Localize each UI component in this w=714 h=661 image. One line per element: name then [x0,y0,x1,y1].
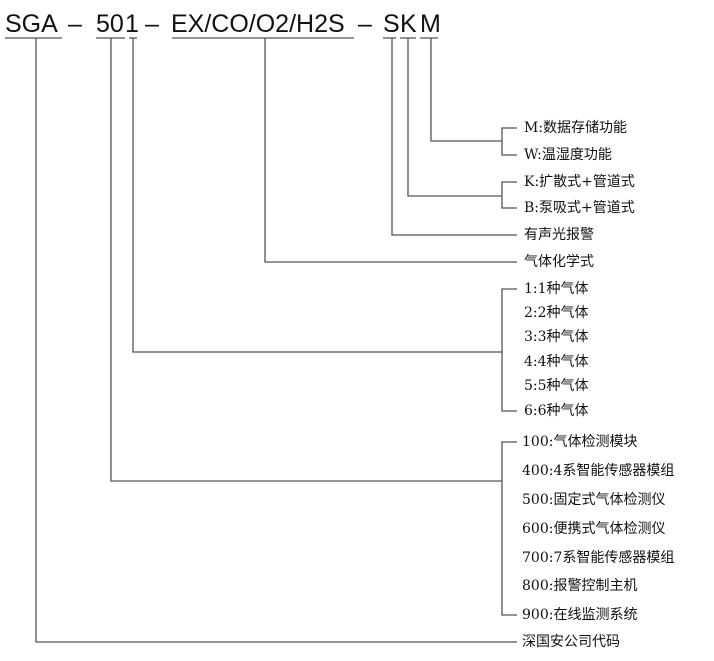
code-function: M [420,10,441,38]
connectors [35,38,517,643]
label-series-500: 500:固定式气体检测仪 [522,492,665,508]
label-sampling-b: B:泵吸式+管道式 [524,200,635,216]
code-sampling: K [400,10,417,38]
code-dash-3: – [358,10,372,38]
label-company: 深国安公司代码 [522,634,620,650]
label-alarm: 有声光报警 [524,227,594,243]
code-formula: EX/CO/O2/H2S [171,10,345,38]
label-gas-5: 5:5种气体 [524,378,589,394]
label-series-700: 700:7系智能传感器模组 [522,549,674,566]
label-series-600: 600:便携式气体检测仪 [522,521,665,537]
label-series-100: 100:气体检测模块 [522,434,637,450]
code-sga: SGA [5,10,58,38]
label-series-900: 900:在线监测系统 [522,607,637,623]
code-dash-2: – [145,10,159,38]
label-gas-2: 2:2种气体 [524,305,589,321]
code-series: 50 [96,10,124,38]
label-gas-3: 3:3种气体 [524,329,589,345]
label-sampling-k: K:扩散式+管道式 [524,174,635,190]
code-dash-1: – [68,10,82,38]
code-gas-count: 1 [125,10,139,38]
label-function-m: M:数据存储功能 [524,120,627,136]
label-gas-1: 1:1种气体 [524,281,589,297]
label-gas-6: 6:6种气体 [524,403,589,419]
label-gas-4: 4:4种气体 [524,354,589,370]
label-series-400: 400:4系智能传感器模组 [522,462,674,479]
label-series-800: 800:报警控制主机 [522,578,637,594]
code-alarm: S [383,10,400,38]
label-function-w: W:温湿度功能 [524,147,612,163]
label-formula: 气体化学式 [524,254,594,270]
